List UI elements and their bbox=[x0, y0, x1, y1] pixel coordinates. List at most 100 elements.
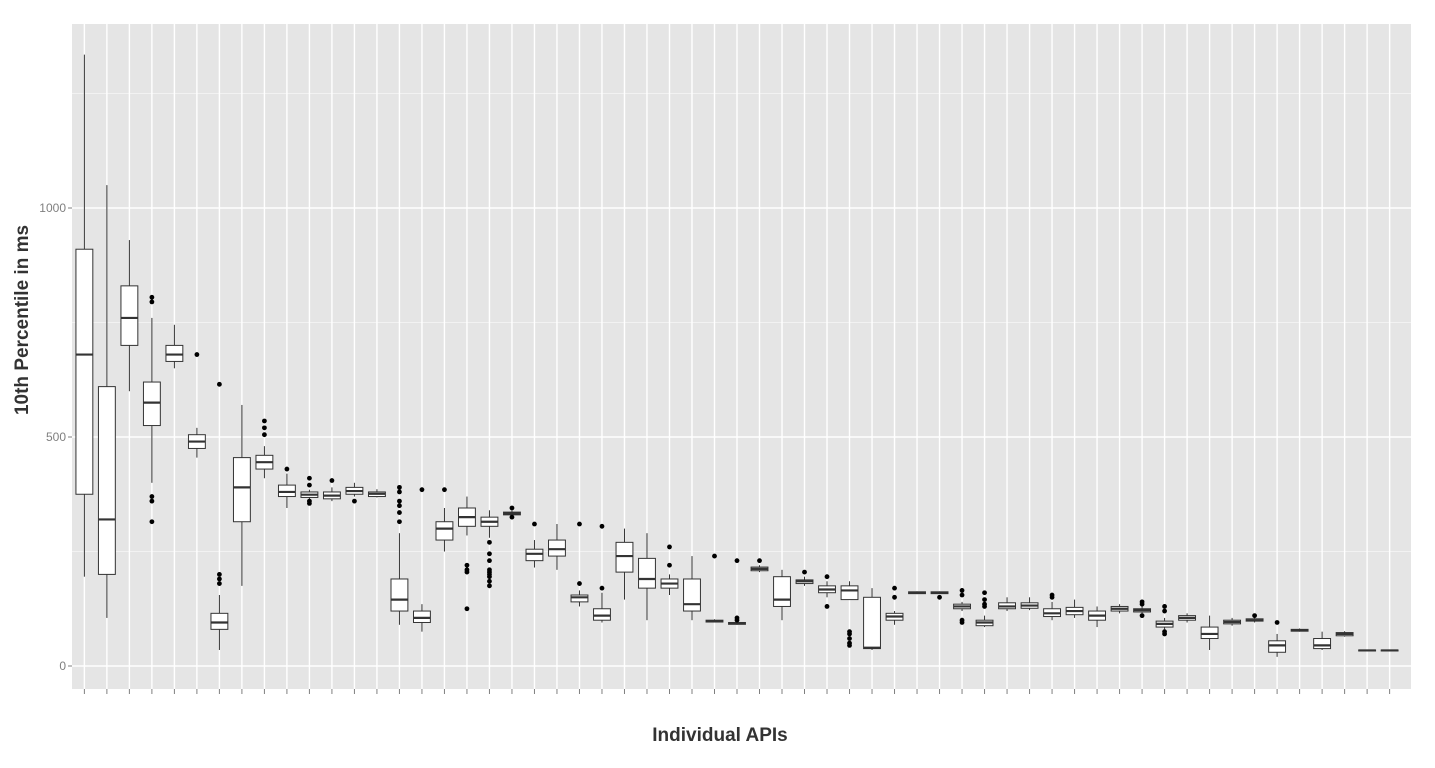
outlier-point bbox=[824, 574, 830, 580]
x-axis-title: Individual APIs bbox=[652, 725, 788, 746]
outlier-point bbox=[1162, 608, 1167, 614]
box-A40 bbox=[953, 588, 971, 625]
outlier-point bbox=[307, 501, 312, 506]
box-body bbox=[75, 248, 94, 495]
box-body bbox=[525, 548, 544, 562]
box-A39 bbox=[930, 591, 949, 600]
box-body bbox=[638, 557, 656, 589]
box-body bbox=[615, 541, 634, 573]
outlier-point bbox=[959, 592, 965, 598]
box-body bbox=[548, 539, 566, 557]
outlier-point bbox=[1049, 594, 1055, 600]
box-A45 bbox=[1065, 599, 1084, 618]
outlier-point bbox=[149, 294, 155, 300]
box-A41 bbox=[975, 590, 994, 628]
box-A48 bbox=[1133, 599, 1152, 619]
box-A8 bbox=[232, 404, 251, 586]
box-A18 bbox=[458, 496, 476, 612]
outlier-point bbox=[487, 583, 492, 589]
outlier-point bbox=[397, 484, 402, 490]
outlier-point bbox=[959, 620, 965, 625]
box-body bbox=[593, 608, 611, 621]
box-A38 bbox=[908, 591, 926, 595]
outlier-point bbox=[194, 352, 200, 357]
outlier-point bbox=[149, 494, 155, 499]
outlier-point bbox=[667, 562, 672, 568]
x-axis bbox=[83, 689, 1391, 694]
outlier-point bbox=[1162, 604, 1167, 609]
y-tick-label: 1000 bbox=[39, 201, 66, 215]
outlier-point bbox=[824, 604, 830, 609]
outlier-point bbox=[667, 544, 672, 550]
outlier-point bbox=[959, 588, 965, 593]
box-body bbox=[863, 596, 881, 650]
outlier-point bbox=[892, 594, 897, 600]
box-A15 bbox=[390, 484, 409, 625]
outlier-point bbox=[487, 551, 492, 557]
outlier-point bbox=[307, 482, 312, 488]
outlier-point bbox=[982, 590, 987, 596]
box-A25 bbox=[615, 528, 634, 600]
box-A50 bbox=[1178, 613, 1197, 623]
outlier-point bbox=[149, 299, 155, 305]
box-body bbox=[683, 578, 701, 612]
outlier-point bbox=[1162, 631, 1167, 637]
box-A37 bbox=[885, 585, 904, 625]
outlier-point bbox=[397, 510, 402, 515]
outlier-point bbox=[487, 558, 492, 564]
outlier-point bbox=[734, 617, 740, 623]
outlier-point bbox=[892, 585, 897, 591]
box-body bbox=[773, 576, 791, 607]
box-A36 bbox=[863, 588, 881, 650]
box-A16 bbox=[413, 487, 431, 632]
box-A23 bbox=[570, 521, 589, 607]
outlier-point bbox=[937, 594, 942, 600]
outlier-point bbox=[329, 478, 335, 483]
outlier-point bbox=[397, 503, 402, 509]
box-A6 bbox=[187, 352, 206, 458]
box-A27 bbox=[660, 544, 679, 596]
outlier-point bbox=[847, 642, 852, 648]
box-A2 bbox=[97, 185, 116, 618]
outlier-point bbox=[464, 569, 470, 575]
outlier-point bbox=[217, 576, 222, 582]
box-A54 bbox=[1268, 620, 1287, 657]
box-A7 bbox=[210, 381, 229, 650]
outlier-point bbox=[464, 606, 470, 612]
outlier-point bbox=[847, 631, 852, 637]
outlier-point bbox=[982, 604, 987, 609]
outlier-point bbox=[149, 498, 155, 504]
box-A46 bbox=[1088, 606, 1107, 628]
outlier-point bbox=[284, 466, 290, 472]
box-A12 bbox=[322, 478, 341, 502]
box-A53 bbox=[1245, 613, 1264, 623]
box-A51 bbox=[1200, 615, 1219, 650]
box-A10 bbox=[277, 466, 296, 508]
outlier-point bbox=[577, 581, 582, 586]
box-A58 bbox=[1358, 649, 1377, 652]
plot-panel bbox=[72, 24, 1411, 689]
outlier-point bbox=[1139, 613, 1145, 619]
outlier-point bbox=[712, 553, 717, 559]
box-A47 bbox=[1110, 604, 1129, 614]
outlier-point bbox=[757, 558, 762, 564]
box-A14 bbox=[367, 489, 386, 498]
y-tick-label: 500 bbox=[46, 430, 66, 444]
box-A49 bbox=[1155, 604, 1174, 637]
boxes-layer bbox=[75, 54, 1399, 657]
outlier-point bbox=[419, 487, 425, 493]
box-body bbox=[97, 386, 116, 575]
box-body bbox=[210, 612, 229, 630]
outlier-point bbox=[217, 572, 222, 577]
outlier-point bbox=[577, 521, 582, 527]
outlier-point bbox=[487, 539, 492, 545]
box-body bbox=[390, 578, 409, 612]
box-body bbox=[1200, 626, 1219, 640]
box-A21 bbox=[525, 521, 544, 568]
box-A31 bbox=[750, 558, 769, 573]
box-body bbox=[142, 381, 161, 427]
outlier-point bbox=[262, 418, 267, 424]
outlier-point bbox=[982, 597, 987, 602]
box-body bbox=[840, 585, 859, 601]
